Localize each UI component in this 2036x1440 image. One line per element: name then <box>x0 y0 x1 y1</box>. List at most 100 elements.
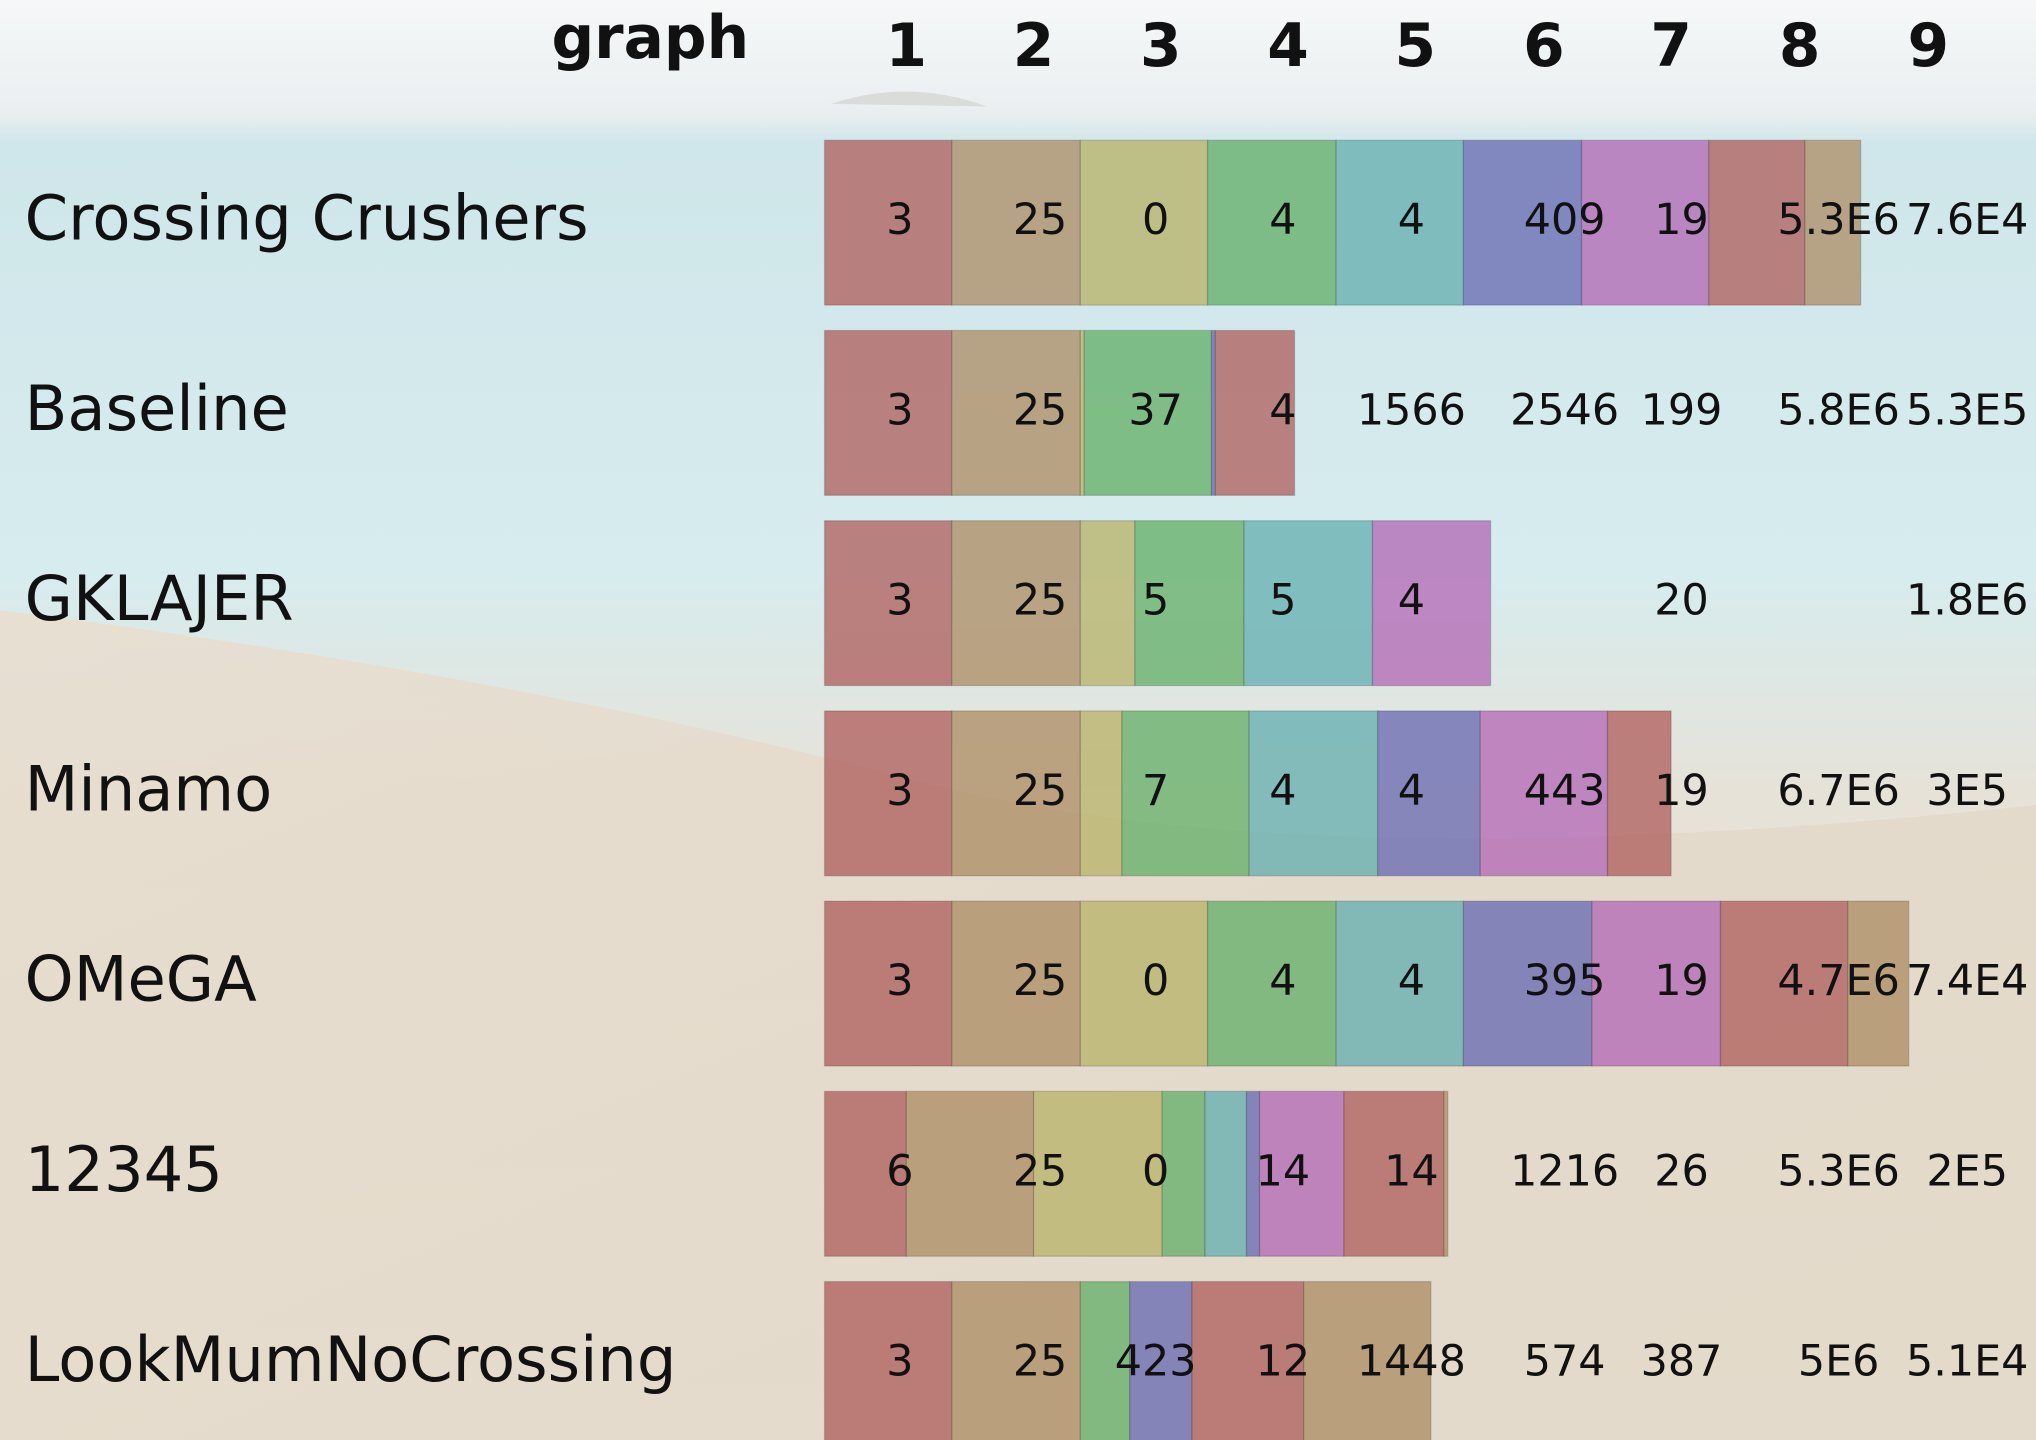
bar-segment <box>1303 1280 1432 1440</box>
bar-segment <box>823 900 953 1067</box>
score-cell: 19 <box>1654 766 1709 816</box>
column-header: 8 <box>1779 12 1821 81</box>
score-cell: 26 <box>1654 1146 1709 1196</box>
bar-segment <box>1191 1280 1305 1440</box>
score-cell: 3 <box>886 1337 913 1387</box>
score-cell: 20 <box>1654 576 1709 626</box>
bar-segment <box>1606 710 1672 877</box>
score-cell: 19 <box>1654 956 1709 1006</box>
bar-segment <box>1719 900 1849 1067</box>
score-cell: 3 <box>886 766 913 816</box>
team-name: LookMumNoCrossing <box>25 1323 677 1396</box>
score-cell: 19 <box>1654 195 1709 245</box>
score-cell: 4 <box>1398 576 1425 626</box>
bar-segment <box>1206 139 1337 306</box>
bar-segment <box>951 520 1081 687</box>
score-cell: 2E5 <box>1926 1146 2008 1196</box>
score-cell: 5E6 <box>1798 1337 1880 1387</box>
score-cell: 4 <box>1269 195 1296 245</box>
score-cell: 5.3E6 <box>1777 1146 1899 1196</box>
score-cell: 387 <box>1641 1337 1723 1387</box>
bar-segment <box>1079 710 1123 877</box>
bar-segment <box>1248 710 1379 877</box>
bar-segment <box>1443 1090 1449 1257</box>
score-cell: 423 <box>1115 1337 1197 1387</box>
score-cell: 5.3E5 <box>1906 385 2028 435</box>
bar-segment <box>1079 900 1209 1067</box>
score-cell: 1566 <box>1357 385 1466 435</box>
score-cell: 7.4E4 <box>1906 956 2028 1006</box>
bar-segment <box>1462 139 1583 306</box>
score-cell: 4 <box>1269 385 1296 435</box>
bar-segment <box>1204 1090 1248 1257</box>
bar-segment <box>1079 1280 1131 1440</box>
bar-segment <box>823 520 953 687</box>
column-header: 5 <box>1395 12 1437 81</box>
bar-segment <box>1479 710 1609 877</box>
team-name: Minamo <box>25 752 273 825</box>
bar-segment <box>1214 329 1296 497</box>
score-cell: 6 <box>886 1146 913 1196</box>
score-cell: 5 <box>1269 576 1296 626</box>
bar-segment <box>1708 139 1806 306</box>
score-cell: 3E5 <box>1926 766 2008 816</box>
bar-segment <box>1847 900 1910 1067</box>
score-cell: 4 <box>1269 766 1296 816</box>
score-cell: 3 <box>886 385 913 435</box>
score-cell: 4 <box>1398 195 1425 245</box>
score-cell: 25 <box>1013 766 1068 816</box>
bar-segment <box>1335 900 1465 1067</box>
bar-segment <box>1591 900 1722 1067</box>
score-cell: 7.6E4 <box>1906 195 2028 245</box>
score-cell: 409 <box>1524 195 1606 245</box>
team-name: 12345 <box>25 1133 223 1206</box>
column-header: 4 <box>1267 12 1309 81</box>
bar-segment <box>1371 520 1492 687</box>
team-name: Crossing Crushers <box>25 182 589 255</box>
score-cell: 3 <box>886 576 913 626</box>
team-name: GKLAJER <box>25 562 294 635</box>
island <box>831 91 987 107</box>
score-cell: 1216 <box>1510 1146 1619 1196</box>
team-name: Baseline <box>25 372 289 445</box>
score-cell: 25 <box>1013 576 1068 626</box>
column-header: 1 <box>886 12 928 81</box>
score-cell: 25 <box>1013 956 1068 1006</box>
score-cell: 443 <box>1524 766 1606 816</box>
score-cell: 5.1E4 <box>1906 1337 2028 1387</box>
score-cell: 6.7E6 <box>1777 766 1899 816</box>
score-cell: 1448 <box>1357 1337 1466 1387</box>
score-cell: 0 <box>1142 956 1169 1006</box>
column-header: 3 <box>1140 12 1182 81</box>
bar-segment <box>1377 710 1481 877</box>
score-cell: 0 <box>1142 1146 1169 1196</box>
bar-segment <box>905 1090 1035 1257</box>
bar-segment <box>1580 139 1710 306</box>
bar-segment <box>823 1090 907 1257</box>
bar-segment <box>1079 520 1136 687</box>
score-cell: 2546 <box>1510 385 1619 435</box>
bar-segment <box>951 1280 1081 1440</box>
score-cell: 3 <box>886 956 913 1006</box>
bar-segment <box>1161 1090 1206 1257</box>
score-cell: 395 <box>1524 956 1606 1006</box>
bar-segment <box>1083 329 1213 497</box>
bar-segment <box>823 139 953 306</box>
bar-segment <box>823 329 953 497</box>
score-cell: 574 <box>1524 1337 1606 1387</box>
score-cell: 25 <box>1013 1337 1068 1387</box>
score-cell: 4.7E6 <box>1777 956 1899 1006</box>
score-cell: 3 <box>886 195 913 245</box>
bar-segment <box>951 710 1081 877</box>
bar-segment <box>1804 139 1862 306</box>
score-cell: 25 <box>1013 385 1068 435</box>
bar-segment <box>951 329 1081 497</box>
column-header: 9 <box>1907 12 1949 81</box>
bar-segment <box>1335 139 1465 306</box>
team-name: OMeGA <box>25 943 257 1016</box>
score-cell: 0 <box>1142 195 1169 245</box>
score-cell: 25 <box>1013 195 1068 245</box>
bar-segment <box>1129 1280 1193 1440</box>
